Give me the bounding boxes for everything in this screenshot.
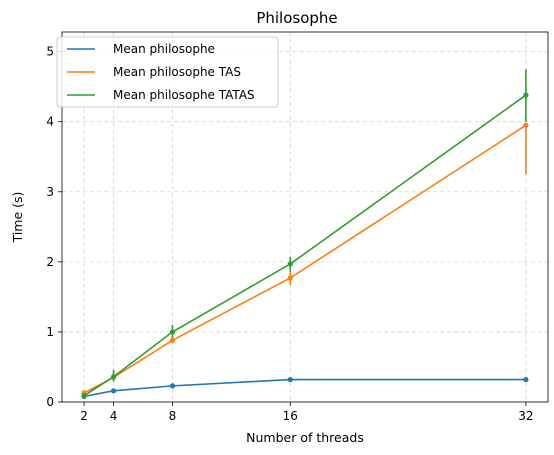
data-point <box>287 275 293 281</box>
legend-frame <box>56 36 279 108</box>
plot-frame <box>61 31 549 403</box>
y-axis-label: Time (s) <box>10 192 25 244</box>
data-point <box>110 374 117 380</box>
y-tick-label: 0 <box>46 395 54 409</box>
legend-label-mean-philosophe-tas: Mean philosophe TAS <box>113 65 241 79</box>
data-point <box>287 376 293 383</box>
data-point <box>81 393 87 399</box>
y-tick-label: 1 <box>46 325 54 339</box>
data-point <box>169 329 176 335</box>
data-point <box>523 376 529 383</box>
x-tick-label: 32 <box>518 409 533 423</box>
y-tick-label: 4 <box>46 115 54 129</box>
data-point <box>169 383 176 389</box>
y-axis-ticks: 0 1 2 3 4 5 <box>46 45 62 409</box>
legend-label-mean-philosophe-tatas: Mean philosophe TATAS <box>113 88 255 102</box>
data-point <box>110 388 117 394</box>
legend-label-mean-philosophe: Mean philosophe <box>113 42 215 56</box>
y-tick-label: 3 <box>46 185 54 199</box>
data-points <box>81 92 529 399</box>
x-axis-ticks: 2 4 8 16 32 <box>80 402 534 423</box>
data-point <box>523 122 529 128</box>
y-tick-label: 2 <box>46 255 54 269</box>
chart-title: Philosophe <box>256 9 337 27</box>
x-axis-label: Number of threads <box>246 430 364 445</box>
x-tick-label: 4 <box>110 409 118 423</box>
data-point <box>287 261 293 267</box>
x-tick-label: 2 <box>80 409 88 423</box>
legend: Mean philosophe Mean philosophe TAS Mean… <box>56 36 279 108</box>
data-point <box>523 92 529 98</box>
data-point <box>169 337 176 343</box>
y-tick-label: 5 <box>46 45 54 59</box>
x-tick-label: 8 <box>169 409 177 423</box>
x-tick-label: 16 <box>283 409 298 423</box>
